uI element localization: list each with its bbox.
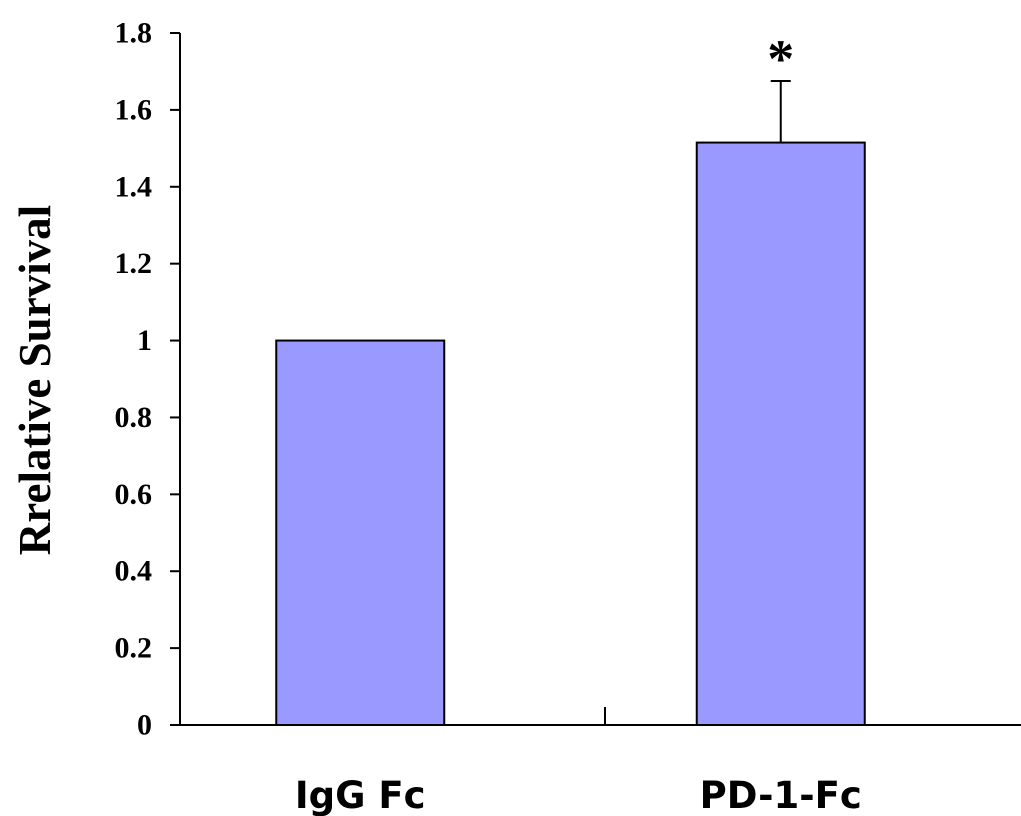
y-tick-label: 1.4 <box>115 170 153 203</box>
x-axis-category-labels: IgG Fc PD-1-Fc <box>295 774 862 816</box>
y-tick-label: 1.6 <box>115 93 153 126</box>
bar <box>697 143 865 725</box>
y-tick-label: 0.8 <box>115 401 153 434</box>
bar-group: * <box>276 29 865 725</box>
x-category-label: IgG Fc <box>295 774 426 816</box>
y-tick-label: 0.6 <box>115 478 153 511</box>
x-category-label: PD-1-Fc <box>700 774 862 816</box>
y-axis-ticks: 0 0.2 0.4 0.6 0.8 1 1.2 1.4 1.6 1.8 <box>115 17 181 742</box>
bar <box>276 341 444 725</box>
y-tick-label: 0.2 <box>115 632 153 665</box>
y-tick-label: 0.4 <box>115 555 153 588</box>
y-tick-label: 1.8 <box>115 17 153 50</box>
y-tick-label: 1 <box>137 324 152 357</box>
significance-marker: * <box>767 29 794 89</box>
y-tick-label: 0 <box>137 709 152 742</box>
y-axis-title: Rrelative Survival <box>10 205 60 555</box>
y-tick-label: 1.2 <box>115 247 153 280</box>
